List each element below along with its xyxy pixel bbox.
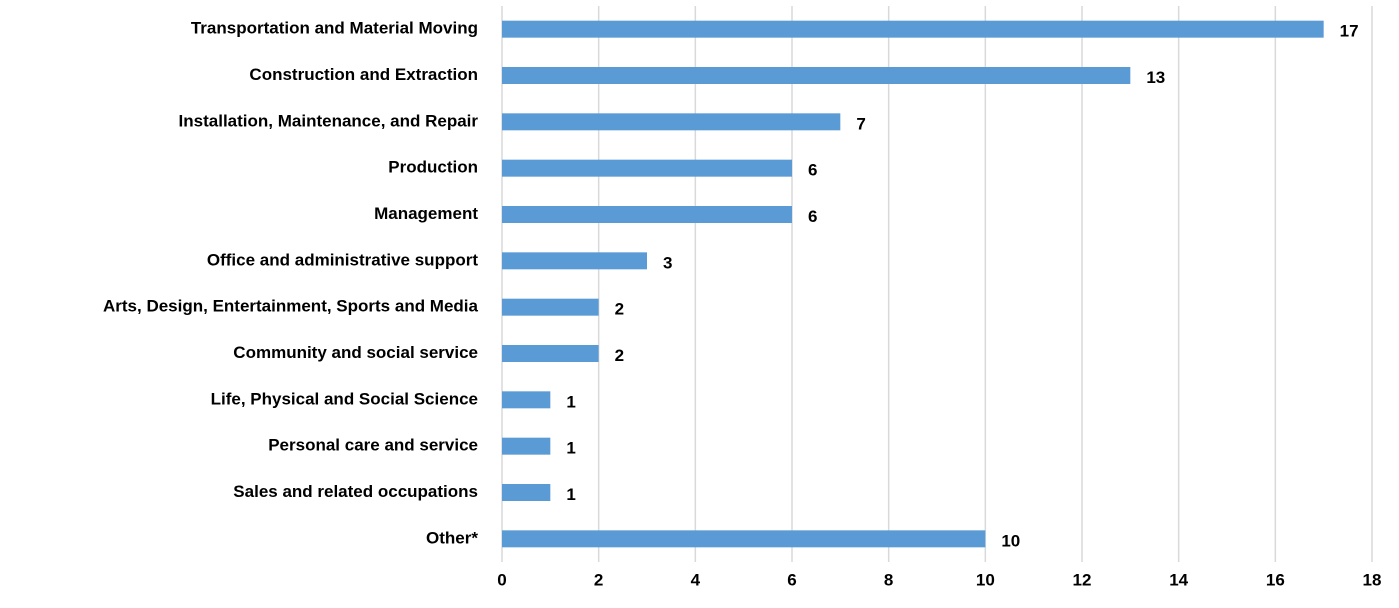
y-tick-label: Office and administrative support [207,250,478,269]
y-tick-label: Management [374,204,478,223]
bar [502,530,986,548]
x-tick-label: 16 [1266,570,1285,589]
data-label: 13 [1146,68,1165,87]
data-label: 7 [856,114,865,133]
y-tick-label: Installation, Maintenance, and Repair [179,111,479,130]
y-tick-label: Community and social service [233,343,478,362]
data-label: 1 [566,392,575,411]
bar [502,437,551,455]
x-tick-label: 14 [1169,570,1188,589]
bar [502,484,551,501]
bar [502,391,551,409]
x-tick-label: 12 [1073,570,1092,589]
y-tick-label: Construction and Extraction [249,65,478,84]
data-label: 17 [1340,22,1359,41]
y-tick-label: Sales and related occupations [233,482,478,501]
y-tick-label: Personal care and service [268,436,478,455]
bar [502,252,647,270]
data-label: 6 [808,207,817,226]
x-tick-label: 4 [691,570,701,589]
x-tick-label: 18 [1363,570,1382,589]
y-tick-label: Transportation and Material Moving [191,19,478,38]
data-label: 10 [1001,531,1020,550]
bar [502,67,1131,84]
x-tick-label: 10 [976,570,995,589]
y-tick-label: Production [388,158,478,177]
bar [502,345,599,362]
x-tick-label: 0 [497,570,506,589]
bar [502,206,792,223]
bar [502,20,1324,38]
x-tick-label: 6 [787,570,796,589]
x-tick-label: 8 [884,570,893,589]
y-tick-label: Arts, Design, Entertainment, Sports and … [103,297,479,316]
data-label: 1 [566,485,575,504]
bar [502,298,599,316]
bar [502,159,792,177]
x-tick-label: 2 [594,570,603,589]
data-label: 3 [663,253,672,272]
y-tick-label: Life, Physical and Social Science [211,389,478,408]
data-label: 2 [615,300,624,319]
data-label: 1 [566,439,575,458]
bar [502,113,841,131]
data-label: 6 [808,161,817,180]
data-label: 2 [615,346,624,365]
y-tick-label: Other* [426,528,478,547]
